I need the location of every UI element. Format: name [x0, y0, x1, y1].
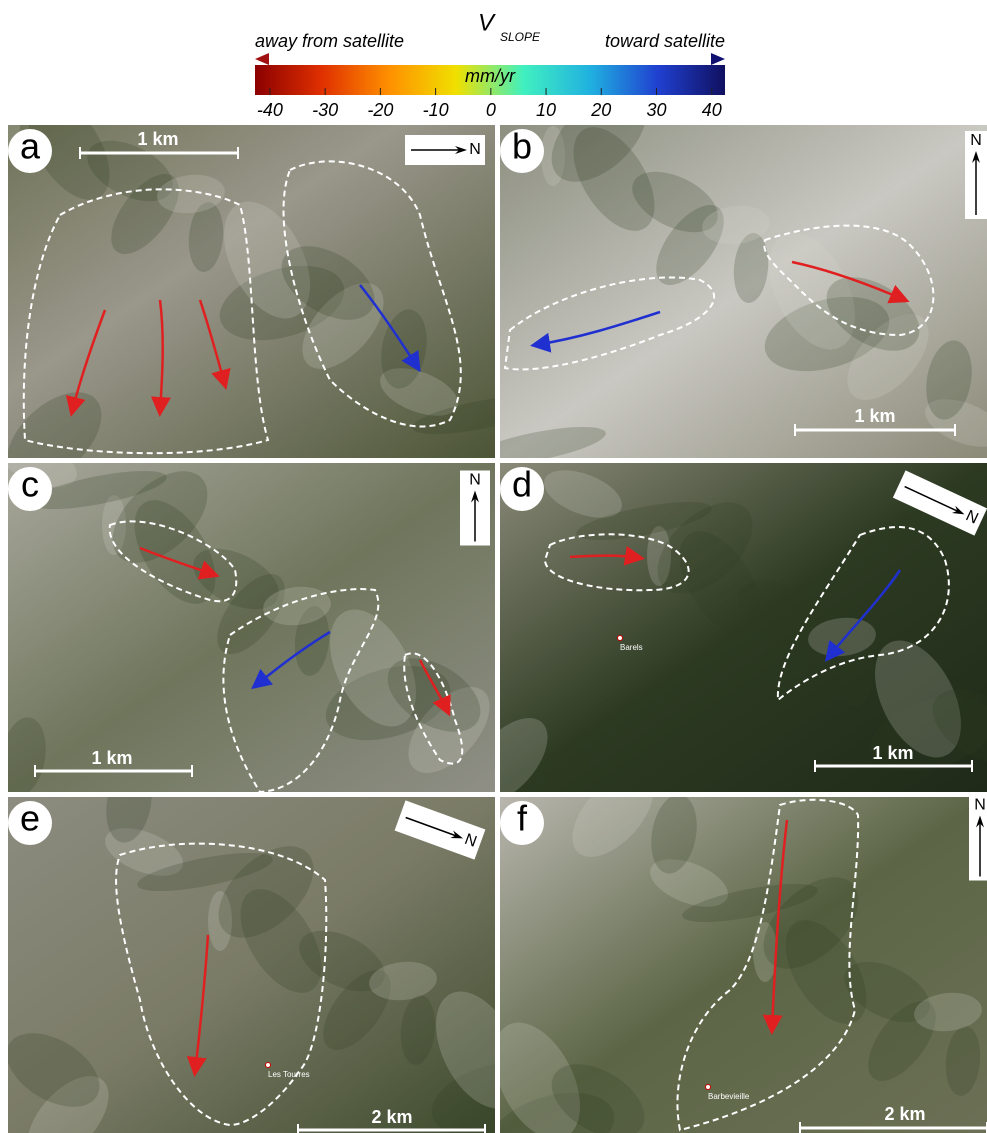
north-label: N: [469, 141, 481, 158]
north-arrow: N: [969, 796, 987, 881]
north-arrow: N: [405, 135, 485, 165]
place-marker: [266, 1063, 271, 1068]
colorbar-tick-label: 0: [486, 100, 496, 120]
colorbar-tick-label: 20: [590, 100, 611, 120]
north-label: N: [974, 797, 986, 814]
colorbar-tick-label: 40: [702, 100, 722, 120]
panel-letter: f: [517, 798, 528, 839]
place-label: Barbevieille: [708, 1092, 750, 1101]
panel: d 1 km N: [451, 461, 987, 832]
right-label: toward satellite: [605, 31, 725, 51]
scale-label: 2 km: [371, 1107, 412, 1127]
scale-label: 1 km: [137, 129, 178, 149]
colorbar-tick-label: -10: [423, 100, 449, 120]
colorbar-tick-label: -40: [257, 100, 283, 120]
colorbar-title: V: [478, 9, 496, 36]
panel-letter: d: [512, 464, 532, 505]
panel: b 1 km N: [468, 73, 987, 473]
panel-letter: e: [20, 798, 40, 839]
scale-label: 1 km: [854, 406, 895, 426]
arrow-head-right: [711, 53, 725, 65]
place-label: Les Tourres: [268, 1070, 310, 1079]
panel-letter: b: [512, 126, 532, 167]
panel-letter: a: [20, 126, 41, 167]
left-label: away from satellite: [255, 31, 404, 51]
north-arrow: N: [965, 131, 987, 219]
scale-label: 1 km: [872, 743, 913, 763]
place-label: Barels: [620, 643, 643, 652]
panel: a 1 km N: [0, 82, 550, 501]
north-label: N: [469, 472, 481, 489]
panel: f 2 km N: [476, 757, 987, 1133]
unit-label: mm/yr: [465, 66, 516, 86]
scale-label: 1 km: [91, 748, 132, 768]
north-arrow: N: [460, 471, 490, 546]
panel-letter: c: [21, 464, 39, 505]
colorbar-tick-label: -30: [312, 100, 338, 120]
north-label: N: [970, 132, 982, 149]
place-marker: [706, 1085, 711, 1090]
arrow-head-left: [255, 53, 269, 65]
figure: away from satellite toward satellite V SLOP…: [0, 0, 987, 1133]
scale-label: 2 km: [884, 1104, 925, 1124]
panel: c 1 km N: [0, 430, 505, 801]
colorbar-subscript: SLOPE: [500, 30, 541, 44]
colorbar-tick-label: 30: [647, 100, 667, 120]
place-marker: [618, 636, 623, 641]
colorbar-tick-label: 10: [536, 100, 556, 120]
colorbar-tick-label: -20: [367, 100, 393, 120]
